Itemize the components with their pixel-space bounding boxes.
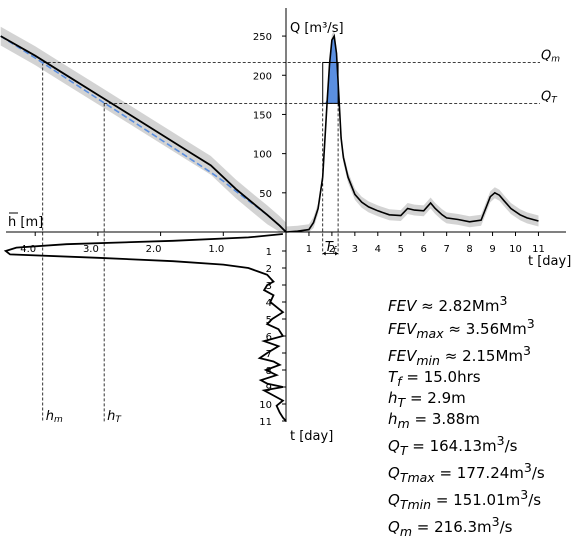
ytick-label: 150 [253, 110, 272, 121]
tf-arrow-head-right [335, 251, 339, 256]
xtick-label: 4 [375, 244, 381, 255]
ttick-label: 2 [266, 264, 272, 275]
q-axis-label: Q [m³/s] [290, 21, 344, 36]
hm-line: hm = 3.88m [388, 410, 480, 432]
tf-line: Tf = 15.0hrs [388, 368, 481, 390]
rating-band [0, 26, 286, 233]
flood-statistics-annotation: FEV ≈ 2.82Mm3 FEVmax ≈ 3.56Mm3 FEVmin ≈ … [388, 292, 573, 540]
hydrograph-x-label: t [day] [528, 254, 571, 269]
fev-min-line: FEVmin ≈ 2.15Mm3 [388, 343, 531, 368]
ytick-label: 200 [253, 71, 272, 82]
rating-curve-uncertainty-band [0, 26, 286, 233]
htick-label: 3.0 [83, 244, 99, 255]
htick-label: 4.0 [20, 244, 36, 255]
qm-line: Qm = 216.3m3/s [388, 514, 513, 539]
stage-time-line [3, 233, 287, 422]
flood-duration-window: Tf [322, 36, 339, 256]
fev-max-line: FEVmax ≈ 3.56Mm3 [388, 316, 535, 341]
ttick-label: 11 [259, 417, 272, 428]
hydrograph-uncertainty-band [286, 30, 539, 232]
label-hT: hT [107, 409, 122, 425]
hydrograph-line [285, 33, 539, 233]
h-axis-label: h [m] [8, 215, 43, 230]
tick-labels: 1 2 3 4 5 6 7 8 9 10 11 50 100 150 200 250 4.0 3.0 2.0 1.0 1… [20, 32, 545, 428]
flood-volume-area [322, 36, 339, 104]
xtick-label: 5 [398, 244, 404, 255]
xtick-label: 2 [329, 244, 335, 255]
xtick-label: 9 [489, 244, 495, 255]
label-QT: QT [541, 89, 558, 105]
ytick-label: 250 [253, 32, 272, 43]
qt-line: QT = 164.13m3/s [388, 433, 518, 458]
ttick-label: 6 [266, 332, 272, 343]
htick-label: 1.0 [208, 244, 224, 255]
rating-curve-line [0, 35, 287, 233]
ttick-label: 5 [266, 315, 272, 326]
ttick-label: 10 [259, 400, 272, 411]
xtick-label: 3 [352, 244, 358, 255]
time-axis-label: t [day] [290, 429, 333, 444]
fev-line: FEV ≈ 2.82Mm3 [388, 293, 508, 315]
hydrograph-band [286, 30, 539, 232]
ttick-label: 9 [266, 383, 272, 394]
qt-min-line: QTmin = 151.01m3/s [388, 487, 542, 512]
xtick-label: 8 [466, 244, 472, 255]
ttick-label: 1 [266, 247, 272, 258]
ttick-label: 8 [266, 366, 272, 377]
tf-arrow-head-left [322, 251, 326, 256]
label-hm: hm [46, 409, 63, 425]
xtick-label: 11 [532, 244, 545, 255]
xtick-label: 7 [443, 244, 449, 255]
label-Qm: Qm [541, 48, 560, 64]
htick-label: 2.0 [146, 244, 162, 255]
xtick-label: 10 [509, 244, 522, 255]
ytick-label: 50 [259, 189, 272, 200]
ttick-label: 7 [266, 349, 272, 360]
figure-canvas: Tf Qm QT hm hT 1 2 3 4 5 6 7 8 9 10 11 50 100 150 200 250 4… [0, 8, 571, 444]
qt-max-line: QTmax = 177.24m3/s [388, 460, 545, 485]
ttick-label: 3 [266, 281, 272, 292]
reference-lines: Qm QT hm hT [42, 48, 560, 425]
axis-labels: Q [m³/s] t [day] h [m] t [day] [8, 21, 571, 444]
xtick-label: 6 [421, 244, 427, 255]
ttick-label: 4 [266, 298, 272, 309]
ht-line: hT = 2.9m [388, 389, 466, 411]
xtick-label: 1 [306, 244, 312, 255]
ytick-label: 100 [253, 150, 272, 161]
